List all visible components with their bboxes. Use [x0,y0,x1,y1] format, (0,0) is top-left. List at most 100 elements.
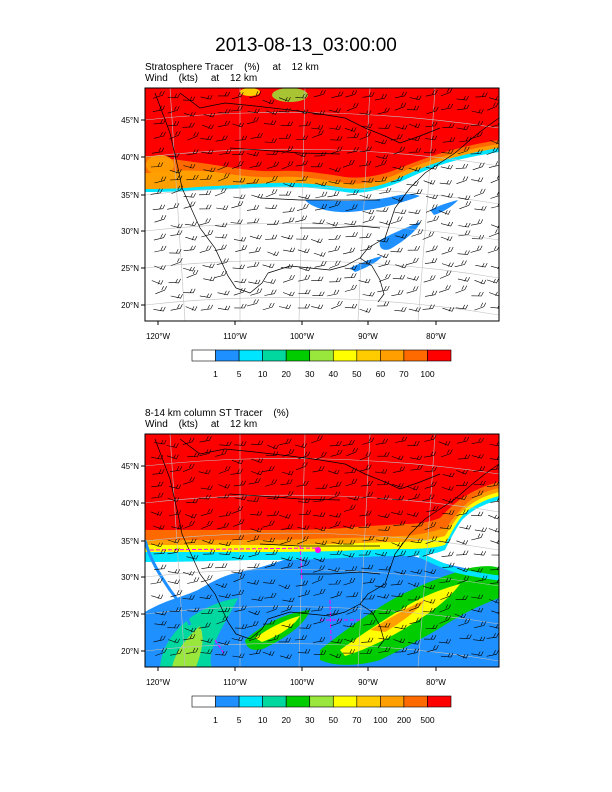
wind-barb [183,112,196,117]
wind-barb [488,229,499,238]
wind-barb [440,221,454,227]
wind-barb [375,551,388,557]
colorbar: 1 5 10 20 30 40 50 60 70 100 [191,349,452,379]
wind-barb [378,526,391,531]
wind-barb [170,223,183,229]
wind-barb [359,131,372,140]
lon-tick-label: 120°W [146,678,171,687]
panel-title-line2: Wind (kts) at 12 km [145,419,257,430]
wind-barb [362,578,376,584]
colorbar-swatch [356,695,381,708]
wind-barb [234,605,247,612]
wind-barb [263,120,277,125]
wind-barb [489,139,499,145]
wind-barb [203,112,216,118]
wind-barb [455,595,468,600]
tracer-patch [430,200,458,215]
marker-dot [315,547,321,553]
panel-title-line1: 8-14 km column ST Tracer (%) [145,408,289,419]
wind-barb [376,207,389,212]
wind-barb [250,527,263,533]
colorbar-label: 5 [237,369,242,379]
wind-barb [313,617,326,625]
wind-barb [215,651,228,656]
colorbar-swatch [380,349,405,362]
field-units: (%) [244,62,260,73]
wind-barb [266,220,280,225]
wind-barb [395,436,408,443]
graticule-line [145,494,499,513]
wind-barb [200,649,213,654]
wind-barb [154,620,167,626]
colorbar-swatch [238,695,263,708]
wind-barb [409,219,422,225]
wind-barb [328,245,341,253]
wind-barb [457,277,470,282]
wind-barb [379,220,392,225]
wind-barb [391,592,404,598]
wind-barb [281,623,294,628]
wind-barb [424,466,437,472]
wind-barb [199,449,212,457]
wind-barb [216,258,229,265]
wind-barb [183,164,196,169]
wind-barb [217,290,230,296]
tracer-patch [272,88,308,102]
colorbar-label: 10 [258,715,268,725]
wind-barb [312,636,326,643]
wind-barb [454,260,467,268]
wind-barb [425,121,438,128]
wind-barb [247,151,260,157]
wind-barb [458,222,471,228]
wind-barb [358,523,371,528]
tracer-patch [240,88,260,96]
wind-barb [378,622,391,628]
wind-barb [470,219,484,226]
colorbar-swatch [403,349,428,362]
wind-barb [311,605,324,612]
colorbar-swatch [215,695,240,708]
field-name: Stratosphere Tracer [145,62,234,73]
wind-barb [361,491,374,499]
tracer-patch [305,194,420,213]
wind-barb [262,651,275,656]
wind-barb [215,233,228,239]
wind-barb [167,497,180,502]
wind-barb [391,542,403,547]
wind-barb [248,279,261,285]
wind-barb [230,105,243,112]
wind-barb [200,638,213,643]
graticule-line [145,148,499,167]
wind-barb [362,437,375,445]
wind-barb [358,259,372,265]
wind-barb [474,621,487,628]
wind-barb [489,464,499,471]
wind-barb [344,265,357,270]
wind-barb [486,147,499,155]
tracer-region [255,616,300,642]
wind-barb [406,286,419,294]
wind-barb [250,132,263,139]
wind-barb [379,187,392,194]
wind-barb [489,455,499,461]
wind-barb [265,549,278,555]
wind-barb [297,536,309,545]
wind-barb [455,481,469,486]
wind-barb [182,595,195,600]
wind-barb [247,497,260,502]
wind-barb [438,285,451,293]
wind-barb [167,538,180,544]
wind-barb [374,583,387,588]
wind-barb [232,177,246,183]
boundary-line [259,197,380,201]
boundary-line [359,463,499,605]
wind-barb [295,93,308,99]
lat-tick-label: 20°N [121,647,139,656]
wind-barb [183,634,196,641]
wind-barb [262,520,275,528]
panel-title-line1: Stratosphere Tracer (%) at 12 km [145,62,319,73]
wind-barb [362,291,375,297]
wind-barb [440,591,453,600]
wind-barb [154,176,167,184]
wind-barb [345,478,358,487]
